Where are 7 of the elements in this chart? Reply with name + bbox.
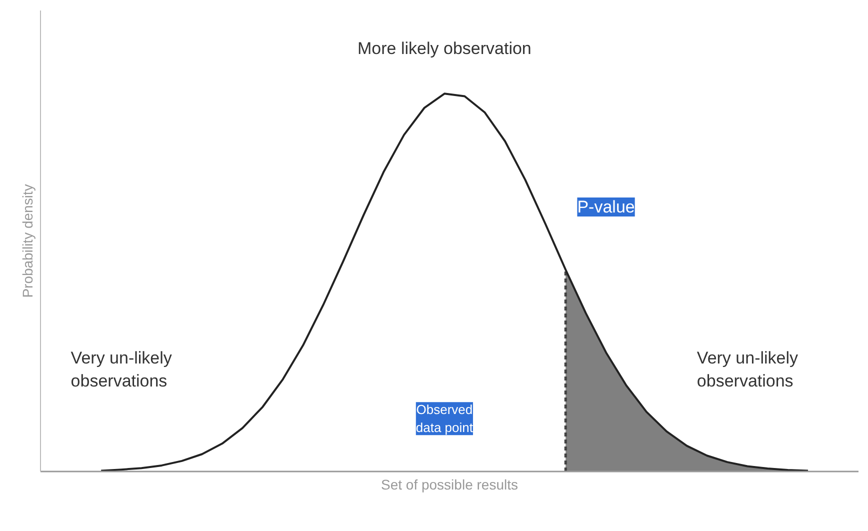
annotation: Very un-likely observations bbox=[70, 348, 172, 390]
text: More likely observation bbox=[358, 38, 532, 58]
annotation: P-value bbox=[577, 197, 635, 216]
annotation: Very un-likely observations bbox=[696, 348, 799, 390]
annotation: Observed data point bbox=[416, 402, 474, 436]
y-axis-title: Probability density bbox=[20, 184, 36, 298]
x-axis-title: Set of possible results bbox=[381, 476, 518, 492]
